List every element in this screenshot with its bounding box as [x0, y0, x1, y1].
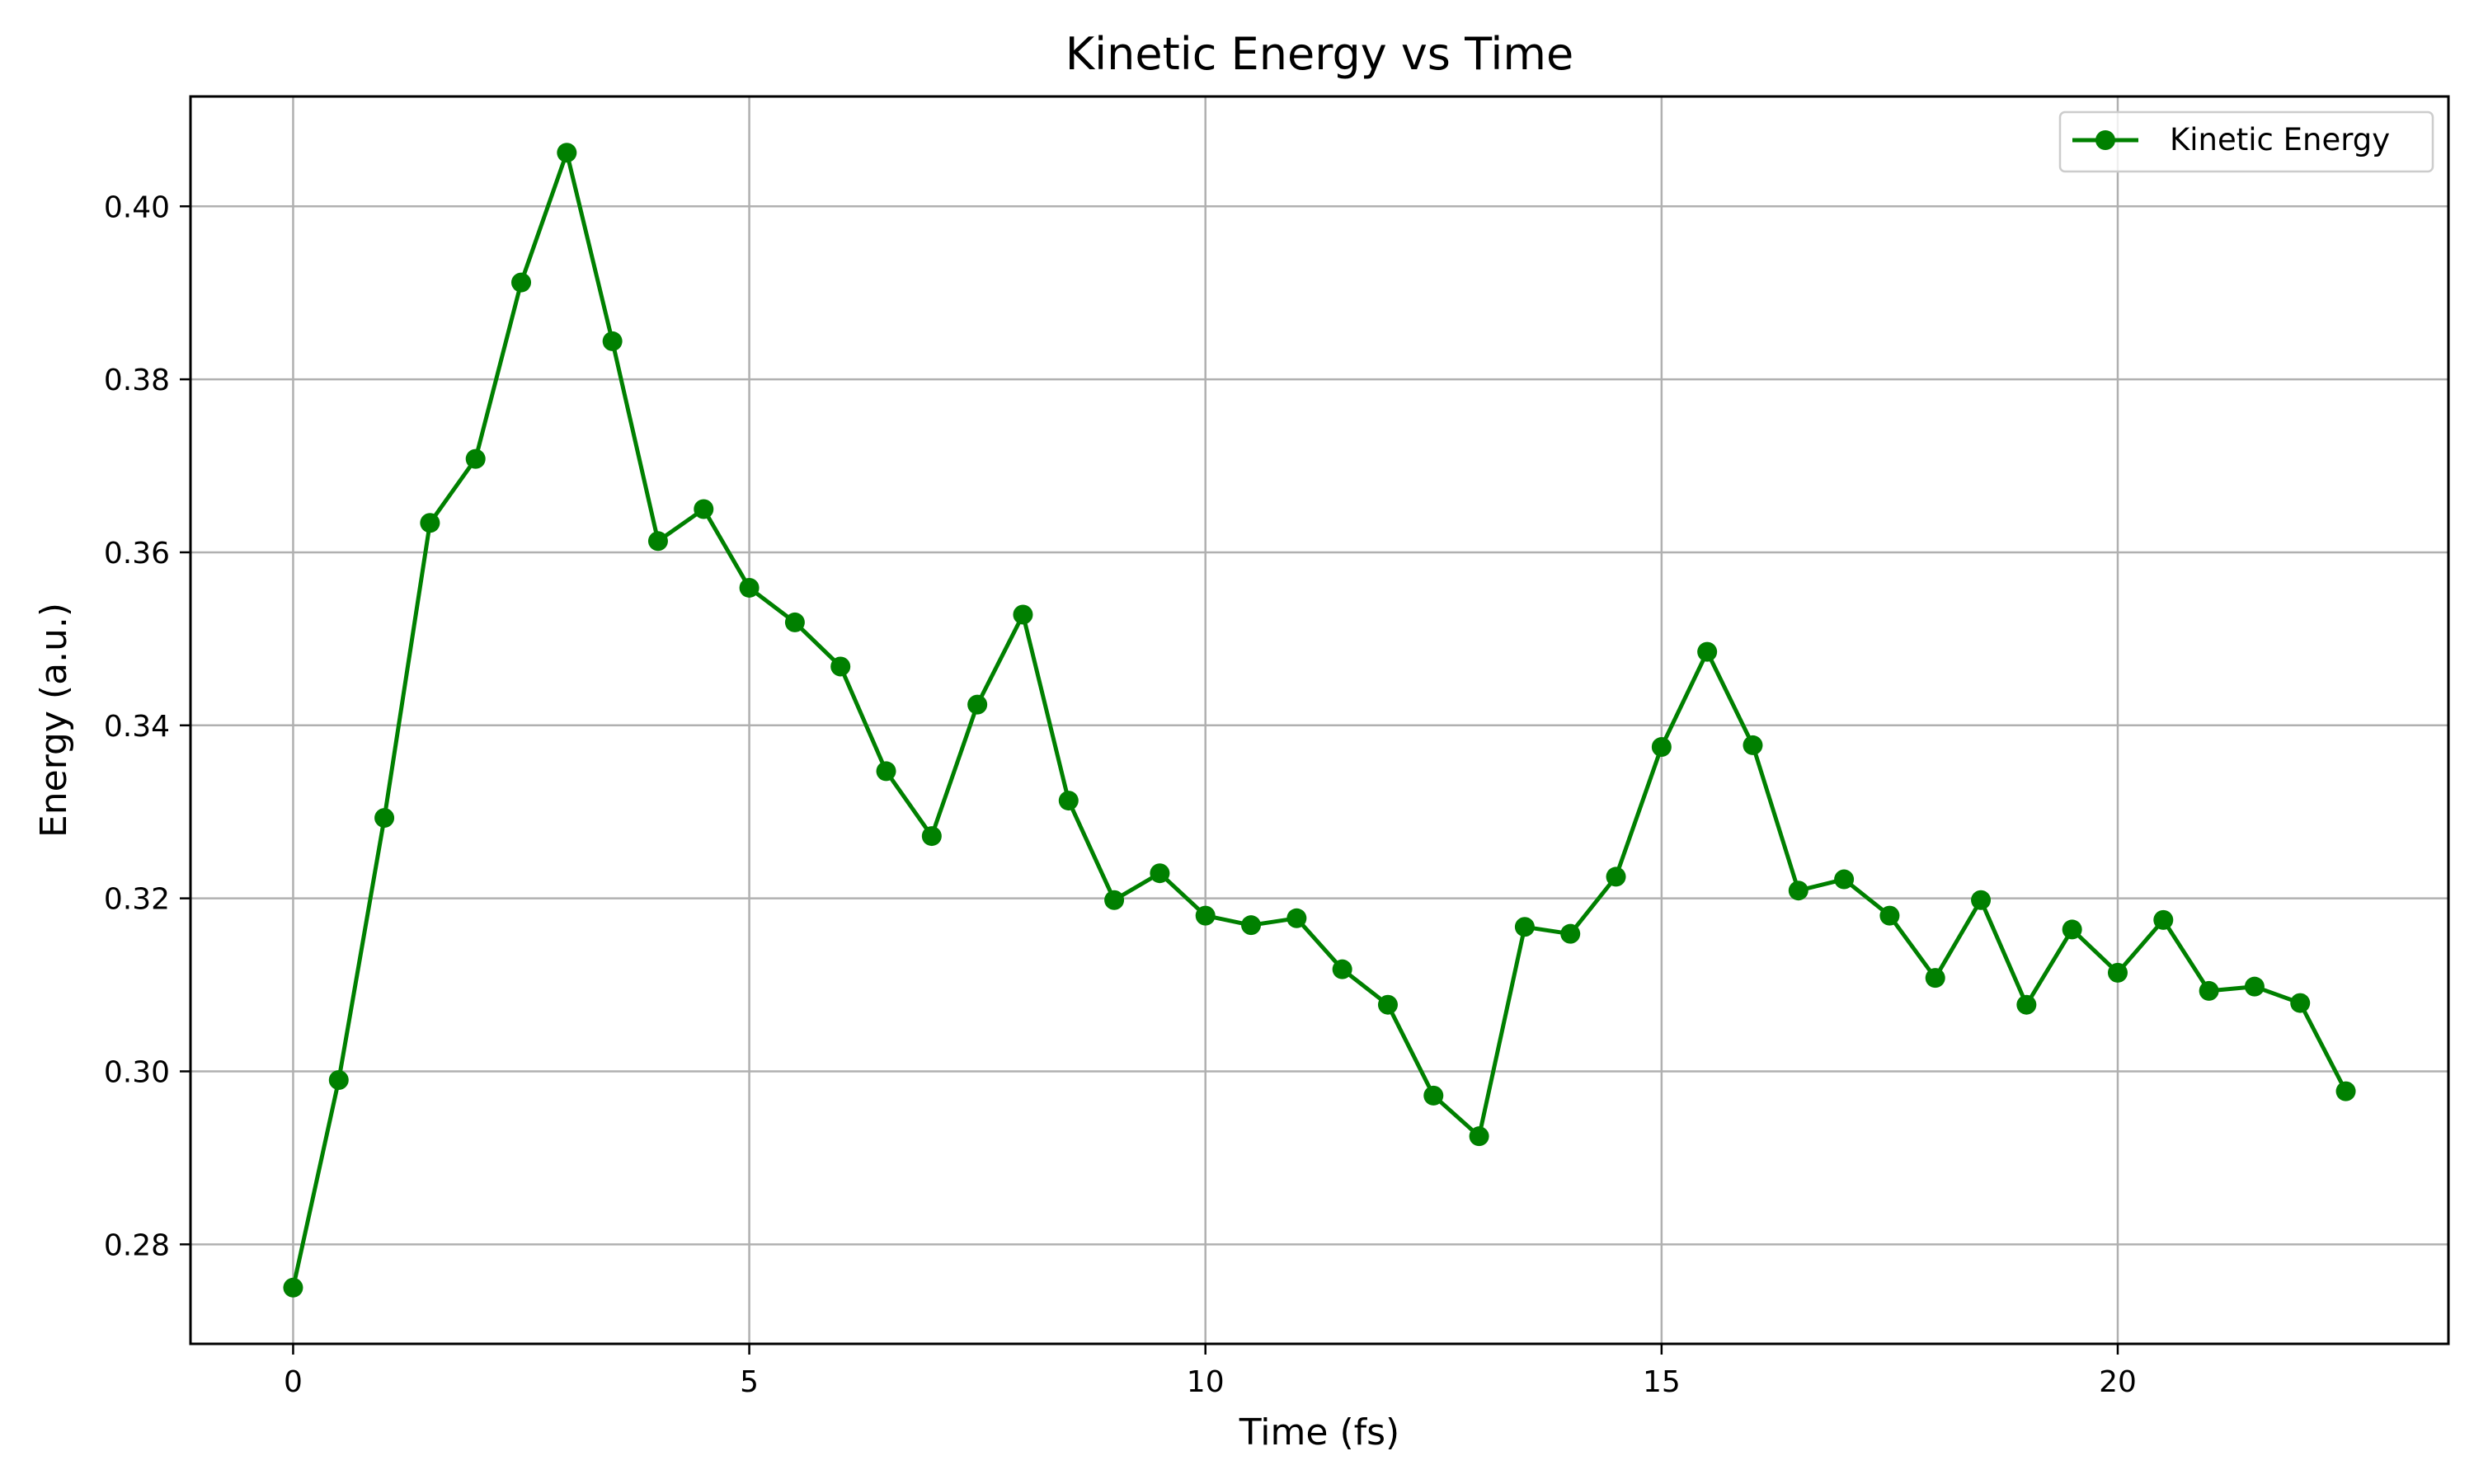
data-point — [1286, 908, 1307, 928]
data-point — [876, 761, 896, 782]
data-point — [1788, 881, 1808, 901]
data-point — [1743, 735, 1763, 755]
data-point — [967, 694, 988, 715]
data-point — [1925, 968, 1945, 989]
y-tick-label: 0.40 — [104, 190, 170, 224]
data-point — [1560, 923, 1581, 944]
x-tick-label: 0 — [284, 1365, 303, 1399]
data-point — [739, 577, 760, 598]
y-tick-label: 0.38 — [104, 364, 170, 397]
data-point — [1469, 1126, 1489, 1147]
data-point — [1195, 905, 1216, 926]
legend: Kinetic Energy — [2058, 110, 2434, 173]
data-point — [328, 1069, 349, 1090]
series-line-kinetic-energy — [291, 150, 2348, 1289]
x-tick-label: 5 — [740, 1365, 759, 1399]
data-point — [1150, 863, 1170, 884]
data-point — [2153, 909, 2174, 930]
data-point — [511, 272, 532, 293]
data-point — [283, 1277, 303, 1298]
data-point — [2244, 976, 2265, 997]
data-point — [1241, 915, 1262, 936]
data-point — [2062, 919, 2082, 940]
data-point — [1377, 994, 1398, 1015]
x-axis-label: Time (fs) — [1239, 1411, 1399, 1453]
data-point — [921, 826, 942, 847]
data-point — [1834, 869, 1855, 890]
data-point — [602, 331, 623, 351]
series-layer — [283, 143, 2356, 1298]
data-point — [647, 531, 668, 552]
legend-label-kinetic-energy: Kinetic Energy — [2170, 122, 2390, 157]
data-point — [784, 612, 805, 632]
ticks: 0 5 10 15 20 0.28 0.30 0.32 0.34 0.36 0.38 0.40 — [104, 190, 2137, 1399]
y-tick-label: 0.32 — [104, 883, 170, 917]
data-point — [1606, 866, 1626, 887]
data-point — [2199, 980, 2219, 1001]
data-point — [1332, 959, 1352, 979]
data-point — [374, 808, 395, 829]
chart-title: Kinetic Energy vs Time — [1065, 28, 1574, 80]
data-point — [465, 448, 486, 469]
data-point — [1514, 917, 1535, 937]
data-point — [2016, 994, 2037, 1015]
data-point — [1971, 890, 1992, 910]
legend-box — [2058, 110, 2434, 173]
x-tick-label: 15 — [1643, 1365, 1681, 1399]
data-point — [420, 513, 440, 533]
data-point — [694, 499, 714, 519]
data-point — [1013, 604, 1033, 625]
data-point — [2107, 962, 2128, 983]
x-tick-label: 20 — [2099, 1365, 2137, 1399]
data-point — [2290, 993, 2311, 1013]
data-point — [830, 656, 851, 677]
data-point — [1104, 890, 1125, 910]
data-point — [1651, 737, 1672, 758]
y-tick-label: 0.30 — [104, 1055, 170, 1089]
data-point — [557, 143, 577, 163]
grid — [190, 96, 2448, 1344]
plot-frame — [189, 95, 2450, 1345]
y-tick-label: 0.34 — [104, 710, 170, 744]
y-tick-label: 0.28 — [104, 1228, 170, 1262]
x-tick-label: 10 — [1187, 1365, 1225, 1399]
y-tick-label: 0.36 — [104, 537, 170, 571]
data-point — [1879, 905, 1900, 926]
data-point — [2335, 1081, 2356, 1101]
legend-marker-swatch — [2095, 130, 2115, 150]
data-point — [1423, 1085, 1444, 1106]
data-point — [1058, 791, 1079, 811]
y-axis-label: Energy (a.u.) — [33, 603, 75, 838]
data-point — [1697, 641, 1718, 662]
